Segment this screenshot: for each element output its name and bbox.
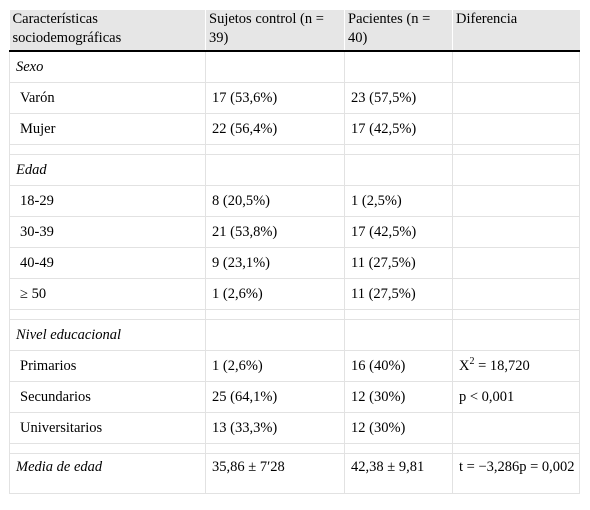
cell-control: 9 (23,1%) <box>205 247 345 279</box>
table-body: Sexo Varón 17 (53,6%) 23 (57,5%) Mujer 22 (56… <box>9 50 580 494</box>
table-row: 18-29 8 (20,5%) 1 (2,5%) <box>9 185 580 217</box>
empty-cell <box>205 319 345 351</box>
cell-label: Secundarios <box>9 381 206 413</box>
section-title: Sexo <box>9 50 206 83</box>
cell-control: 17 (53,6%) <box>205 82 345 114</box>
header-control-subjects: Sujetos control (n = 39) <box>205 10 345 52</box>
cell-patients: 12 (30%) <box>344 412 453 444</box>
cell-patients: 23 (57,5%) <box>344 82 453 114</box>
cell-control: 1 (2,6%) <box>205 278 345 310</box>
spacer-cell <box>452 144 580 155</box>
empty-cell <box>452 319 580 351</box>
table-row: 40-49 9 (23,1%) 11 (27,5%) <box>9 247 580 279</box>
table-row: Secundarios 25 (64,1%) 12 (30%) p < 0,001 <box>9 381 580 413</box>
cell-patients: 17 (42,5%) <box>344 113 453 145</box>
table-row: 30-39 21 (53,8%) 17 (42,5%) <box>9 216 580 248</box>
sociodemographic-table: Características sociodemográficas Sujeto… <box>9 10 580 494</box>
spacer-cell <box>344 144 453 155</box>
data-table-container: Características sociodemográficas Sujeto… <box>9 10 580 494</box>
cell-control: 13 (33,3%) <box>205 412 345 444</box>
summary-label: Media de edad <box>9 453 206 494</box>
cell-difference: X2 = 18,720 <box>452 350 580 382</box>
cell-label: Mujer <box>9 113 206 145</box>
cell-patients: 16 (40%) <box>344 350 453 382</box>
spacer-cell <box>9 144 206 155</box>
cell-label: Universitarios <box>9 412 206 444</box>
cell-difference <box>452 216 580 248</box>
cell-difference <box>452 113 580 145</box>
table-row: Primarios 1 (2,6%) 16 (40%) X2 = 18,720 <box>9 350 580 382</box>
cell-label: ≥ 50 <box>9 278 206 310</box>
cell-label: Varón <box>9 82 206 114</box>
table-row: ≥ 50 1 (2,6%) 11 (27,5%) <box>9 278 580 310</box>
cell-patients: 11 (27,5%) <box>344 247 453 279</box>
empty-cell <box>452 154 580 186</box>
empty-cell <box>205 154 345 186</box>
header-difference: Diferencia <box>452 10 580 52</box>
cell-difference <box>452 82 580 114</box>
spacer-row <box>9 309 580 320</box>
spacer-cell <box>205 144 345 155</box>
summary-patients: 42,38 ± 9,81 <box>344 453 453 494</box>
spacer-cell <box>205 443 345 454</box>
spacer-cell <box>9 309 206 320</box>
spacer-cell <box>452 443 580 454</box>
section-title: Edad <box>9 154 206 186</box>
cell-label: Primarios <box>9 350 206 382</box>
cell-control: 1 (2,6%) <box>205 350 345 382</box>
cell-patients: 12 (30%) <box>344 381 453 413</box>
table-header: Características sociodemográficas Sujeto… <box>9 10 580 52</box>
summary-difference: t = −3,286p = 0,002 <box>452 453 580 494</box>
cell-difference <box>452 412 580 444</box>
cell-patients: 17 (42,5%) <box>344 216 453 248</box>
summary-row: Media de edad 35,86 ± 7′28 42,38 ± 9,81 t =… <box>9 453 580 494</box>
cell-difference <box>452 278 580 310</box>
table-row: Mujer 22 (56,4%) 17 (42,5%) <box>9 113 580 145</box>
summary-control: 35,86 ± 7′28 <box>205 453 345 494</box>
cell-label: 40-49 <box>9 247 206 279</box>
empty-cell <box>205 50 345 83</box>
spacer-cell <box>452 309 580 320</box>
cell-control: 21 (53,8%) <box>205 216 345 248</box>
cell-label: 30-39 <box>9 216 206 248</box>
chi-value: = 18,720 <box>474 357 530 374</box>
spacer-row <box>9 144 580 155</box>
empty-cell <box>344 154 453 186</box>
cell-difference <box>452 185 580 217</box>
section-row: Nivel educacional <box>9 319 580 351</box>
header-characteristics: Características sociodemográficas <box>9 10 206 52</box>
cell-label: 18-29 <box>9 185 206 217</box>
spacer-cell <box>9 443 206 454</box>
header-patients: Pacientes (n = 40) <box>344 10 453 52</box>
table-row: Universitarios 13 (33,3%) 12 (30%) <box>9 412 580 444</box>
table-row: Varón 17 (53,6%) 23 (57,5%) <box>9 82 580 114</box>
chi-symbol: X <box>459 357 470 374</box>
spacer-cell <box>205 309 345 320</box>
cell-difference: p < 0,001 <box>452 381 580 413</box>
spacer-row <box>9 443 580 454</box>
cell-control: 25 (64,1%) <box>205 381 345 413</box>
section-row: Edad <box>9 154 580 186</box>
cell-patients: 1 (2,5%) <box>344 185 453 217</box>
cell-control: 22 (56,4%) <box>205 113 345 145</box>
empty-cell <box>452 50 580 83</box>
empty-cell <box>344 50 453 83</box>
section-title: Nivel educacional <box>9 319 206 351</box>
cell-patients: 11 (27,5%) <box>344 278 453 310</box>
section-row: Sexo <box>9 50 580 83</box>
cell-control: 8 (20,5%) <box>205 185 345 217</box>
empty-cell <box>344 319 453 351</box>
spacer-cell <box>344 309 453 320</box>
chi-exponent: 2 <box>469 355 475 367</box>
header-row: Características sociodemográficas Sujeto… <box>9 10 580 52</box>
spacer-cell <box>344 443 453 454</box>
cell-difference <box>452 247 580 279</box>
